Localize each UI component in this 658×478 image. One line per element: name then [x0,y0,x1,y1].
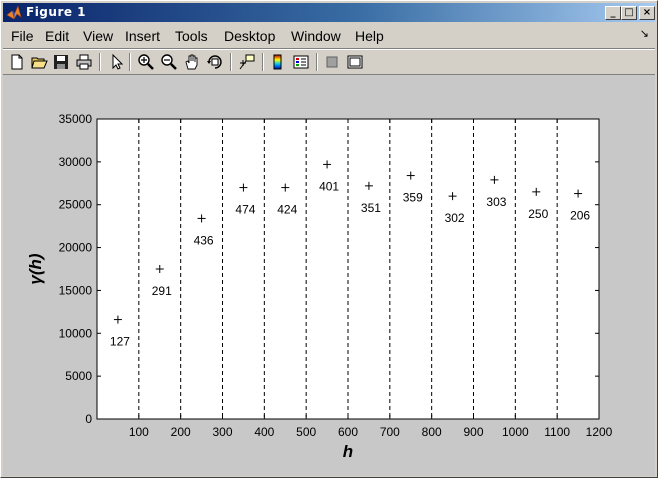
show-plot-tools-icon[interactable] [346,53,364,71]
plot-svg: 100 200 300 400 500 600 700 800 900 1000 1100 1200 … [26,112,613,461]
x-tick-label: 1000 [502,425,529,439]
y-tick-label: 10000 [59,326,93,340]
menu-file[interactable]: File [11,28,34,44]
data-point[interactable]: 302 [445,192,465,225]
data-point[interactable]: 359 [403,171,423,205]
data-point[interactable]: 424 [277,183,298,217]
rotate-3d-icon[interactable] [206,53,224,71]
legend-icon[interactable] [292,53,310,71]
x-tick-label: 700 [380,425,400,439]
point-count-label: 401 [319,179,339,193]
x-tick-label: 200 [171,425,191,439]
menu-desktop[interactable]: Desktop [224,28,276,44]
menu-edit[interactable]: Edit [45,28,70,44]
maximize-button[interactable]: □ [621,6,637,20]
data-point[interactable]: 436 [194,214,214,247]
menu-window[interactable]: Window [291,28,341,44]
y-tick-label: 15000 [59,283,93,297]
title-bar[interactable]: Figure 1 _ □ × [3,3,655,22]
x-tick-label: 300 [212,425,232,439]
zoom-in-icon[interactable] [137,53,155,71]
y-tick-label: 5000 [65,369,92,383]
data-point[interactable]: 250 [528,187,549,221]
x-tick-label: 400 [254,425,274,439]
point-count-label: 291 [152,284,172,298]
x-axis-label: h [343,442,353,461]
point-count-label: 127 [110,335,130,349]
x-tick-label: 1100 [544,425,570,439]
menu-tools[interactable]: Tools [175,28,208,44]
x-tick-label: 600 [338,425,358,439]
y-axis-label: γ(h) [26,253,45,285]
new-figure-icon[interactable] [8,53,26,71]
point-count-label: 359 [403,191,423,205]
hide-plot-tools-icon[interactable] [323,53,341,71]
axes-frame [96,118,600,420]
menu-separator [3,48,655,50]
data-point[interactable]: 127 [110,315,130,349]
y-tick-label: 20000 [59,241,93,255]
data-point[interactable]: 401 [319,160,339,193]
menu-insert[interactable]: Insert [125,28,161,44]
data-point[interactable]: 474 [235,183,256,217]
colorbar-icon[interactable] [269,53,287,71]
figure-toolbar [3,50,655,74]
x-tick-label: 800 [422,425,442,439]
y-tick-label: 0 [85,412,92,426]
x-tick-label: 500 [296,425,316,439]
toolbar-separator [230,53,232,71]
point-count-label: 351 [361,201,381,215]
y-tick-label: 35000 [59,112,93,126]
matlab-logo-icon [6,5,22,20]
point-count-label: 303 [486,195,506,209]
x-tick-label: 900 [463,425,483,439]
point-count-label: 436 [194,233,214,247]
data-point[interactable]: 303 [486,175,507,209]
pan-hand-icon[interactable] [183,53,201,71]
menu-help[interactable]: Help [355,28,384,44]
point-count-label: 302 [445,211,465,225]
data-point[interactable]: 291 [152,265,172,298]
x-tick-label: 1200 [586,425,613,439]
open-file-icon[interactable] [30,53,48,71]
point-count-label: 474 [235,203,255,217]
menu-bar: File Edit View Insert Tools Desktop Wind… [3,24,655,48]
edit-plot-arrow-icon[interactable] [107,53,125,71]
toolbar-separator [129,53,131,71]
save-icon[interactable] [52,53,70,71]
data-point[interactable]: 351 [361,181,381,215]
figure-canvas: 100 200 300 400 500 600 700 800 900 1000 1100 1200 … [3,75,655,476]
toolbar-separator [99,53,101,71]
toolbar-separator [316,53,318,71]
window-title: Figure 1 [26,5,87,19]
dock-arrow-icon[interactable]: ↘ [639,28,649,40]
point-count-label: 250 [528,207,548,221]
print-icon[interactable] [75,53,93,71]
toolbar-separator [262,53,264,71]
minimize-button[interactable]: _ [605,6,621,20]
close-button[interactable]: × [639,6,655,20]
point-count-label: 206 [570,209,590,223]
y-tick-label: 25000 [59,198,93,212]
menu-view[interactable]: View [83,28,114,44]
y-tick-label: 30000 [59,155,93,169]
x-tick-label: 100 [129,425,149,439]
zoom-out-icon[interactable] [160,53,178,71]
data-cursor-icon[interactable] [238,53,256,71]
point-count-label: 424 [277,203,297,217]
data-point[interactable]: 206 [570,189,590,223]
